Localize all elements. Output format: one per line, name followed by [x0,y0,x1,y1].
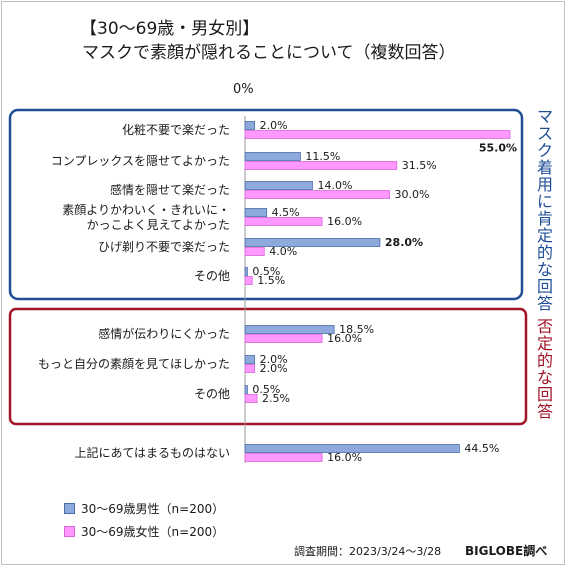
legend-label-female: 30～69歳女性（n=200） [81,525,225,539]
value-label-female: 2.5% [262,392,290,405]
value-label-male: 11.5% [305,150,340,163]
category-label: 感情を隠せて楽だった [110,182,230,197]
bar-female [244,190,390,199]
category-label: 素顔よりかわいく・きれいに・ [62,202,230,217]
value-label-female: 16.0% [327,451,362,464]
bar-female [244,217,323,226]
bar-female [244,276,253,285]
value-label-male: 0.5% [252,265,280,278]
value-label-male: 2.0% [260,119,288,132]
bar-female [244,334,323,343]
positive-group-box [8,108,524,301]
legend-label-male: 30～69歳男性（n=200） [81,502,225,516]
chart-title-line1: 【30～69歳・男女別】 [80,19,260,39]
bar-female [244,364,256,373]
negative-group-label: 否定的な回答 [536,317,553,421]
category-label: ひげ剃り不要で楽だった [98,240,230,254]
bar-male [244,152,301,161]
bar-female [244,453,323,462]
value-label-female: 30.0% [395,188,430,201]
bar-female [244,394,258,403]
value-label-male: 28.0% [385,236,423,249]
bar-male [244,267,248,276]
bar-male [244,181,313,190]
value-label-male: 2.0% [260,353,288,366]
chart-title-line2: マスクで素顔が隠れることについて（複数回答） [82,43,456,63]
bar-female [244,161,398,170]
value-label-female: 2.0% [260,362,288,375]
legend-item-female: 30～69歳女性（n=200） [64,523,224,540]
zero-axis-label: 0% [233,82,254,97]
category-label: 化粧不要で楽だった [122,123,230,137]
value-label-female: 16.0% [327,215,362,228]
category-label: その他 [194,387,230,401]
legend-item-male: 30～69歳男性（n=200） [64,500,224,517]
value-label-male: 0.5% [252,383,280,396]
bar-male [244,121,256,130]
category-label: 感情が伝わりにくかった [98,326,230,341]
positive-group-label: マスク着用に肯定的な回答 [536,107,553,313]
bar-male [244,444,460,453]
legend-swatch-female [64,526,75,537]
value-label-male: 14.0% [317,179,352,192]
value-label-male: 44.5% [464,442,499,455]
category-label: その他 [194,269,230,283]
negative-group-box [8,307,528,426]
value-label-male: 4.5% [272,206,300,219]
value-label-female: 55.0% [479,142,517,155]
value-label-female: 16.0% [327,332,362,345]
value-label-female: 4.0% [269,245,297,258]
value-label-female: 1.5% [257,274,285,287]
legend-swatch-male [64,503,75,514]
value-label-male: 18.5% [339,323,374,336]
category-label: コンプレックスを隠せてよかった [51,154,230,168]
bar-male [244,238,381,247]
bar-male [244,325,335,334]
bar-male [244,355,256,364]
value-label-female: 31.5% [402,159,437,172]
brand-label: BIGLOBE調べ [465,544,548,558]
bar-female [244,130,511,139]
survey-period: 調査期間：2023/3/24～3/28 [294,545,442,558]
bar-female [244,247,265,256]
category-label: もっと自分の素顔を見てほしかった [38,356,230,371]
category-label: 上記にあてはまるものはない [74,445,230,460]
bar-male [244,385,248,394]
bar-male [244,208,268,217]
category-label: かっこよく見えてよかった [87,218,230,232]
